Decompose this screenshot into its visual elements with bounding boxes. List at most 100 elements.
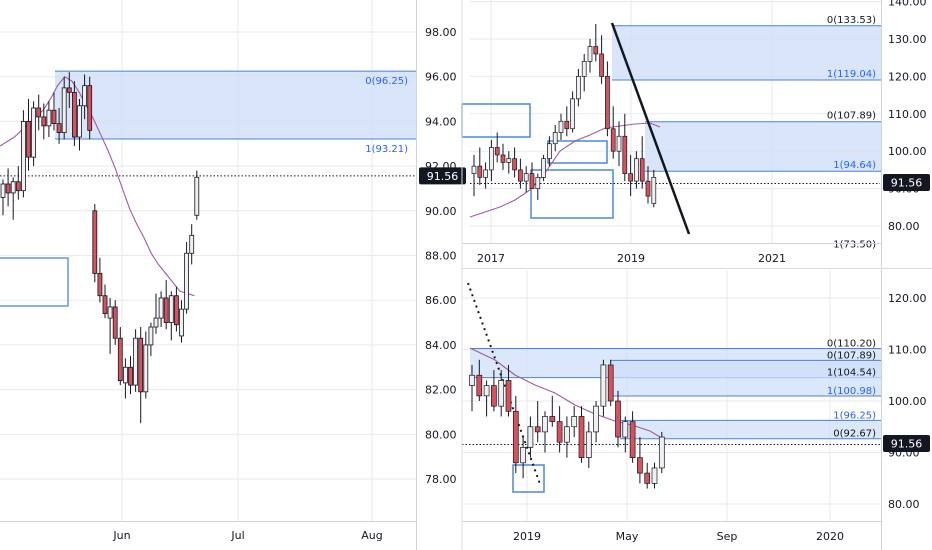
time-tick-label: 2019 (513, 530, 541, 543)
candle-body (600, 364, 607, 407)
price-tick-label: 78.00 (425, 473, 457, 486)
candle-body (547, 143, 552, 160)
candle-body (123, 366, 128, 384)
daily-fib-zone[interactable]: 0(96.25) 1(93.21) (55, 70, 416, 155)
time-tick-label: 2020 (816, 530, 844, 543)
candle-body (483, 385, 490, 397)
candle-body (505, 380, 512, 412)
weekly-chart-panel[interactable]: 0(133.53) 1(119.04) 0(107.89) 1(94.64) 1(73.… (461, 0, 930, 268)
fib-zone-rectangle[interactable] (55, 71, 416, 140)
candle-body (15, 181, 21, 192)
candle-body (184, 252, 190, 310)
fib-level-label: 0(133.53) (827, 15, 876, 26)
fib-level-label: 1(96.25) (833, 410, 876, 421)
candle-body (77, 105, 82, 138)
price-tick-label: 82.00 (425, 384, 457, 397)
moving-average-line (469, 122, 661, 218)
candle-body (535, 177, 541, 189)
candle-body (72, 91, 77, 138)
candle-body (634, 158, 639, 182)
candle-body (585, 431, 592, 458)
weekly-last-price-label: 91.56 (883, 174, 930, 191)
weekly-zoom-time-axis[interactable]: 2019 May Sep 2020 (513, 530, 844, 543)
price-tick-label: 80.00 (888, 220, 920, 233)
trend-line[interactable] (610, 22, 691, 235)
weekly-fib-zones[interactable]: 0(133.53) 1(119.04) 0(107.89) 1(94.64) 1(73.… (612, 15, 881, 251)
candle-body (471, 165, 477, 174)
price-tick-label: 90.00 (425, 205, 457, 218)
candle-body (607, 364, 614, 402)
candle-body (593, 46, 599, 55)
candle-body (194, 176, 200, 216)
price-tick-label: 140.00 (888, 0, 927, 9)
time-tick-label: Jul (230, 529, 244, 542)
weekly-zoom-box-annotation[interactable] (512, 464, 545, 493)
candle-body (173, 295, 179, 326)
candle-body (56, 123, 62, 133)
candle-body (629, 421, 636, 459)
candle-body (644, 472, 651, 484)
fib-zone-rectangle[interactable] (620, 420, 881, 439)
daily-time-axis[interactable]: Jun Jul Aug (112, 529, 382, 542)
candle-body (494, 147, 500, 156)
candle-body (523, 173, 529, 182)
price-tick-label: 110.00 (888, 108, 927, 121)
candle-body (506, 158, 512, 163)
candle-body (570, 98, 575, 130)
candle-body (51, 109, 57, 125)
candle-body (564, 426, 570, 443)
fib-zone-rectangle[interactable] (610, 360, 881, 396)
candle-body (66, 87, 72, 93)
daily-chart-panel[interactable]: 0(96.25) 1(93.21) 78.00 80.00 82.00 84.00 86… (0, 0, 466, 550)
weekly-time-axis[interactable]: 2017 2019 2021 (477, 252, 786, 265)
price-tick-label: 120.00 (888, 292, 927, 305)
candle-body (10, 181, 16, 194)
time-tick-label: May (616, 530, 639, 543)
price-tick-label: 80.00 (425, 428, 457, 441)
time-tick-label: Aug (361, 529, 382, 542)
daily-box-annotation[interactable] (0, 257, 69, 307)
fib-level-label: 0(92.67) (833, 429, 876, 440)
daily-last-price-label: 91.56 (419, 167, 466, 185)
candle-body (593, 405, 599, 433)
daily-price-axis[interactable]: 78.0080.0082.0084.0086.0088.0090.0092.00… (425, 26, 457, 486)
fib-zone-rectangle[interactable] (645, 121, 881, 172)
candle-body (556, 421, 563, 443)
fib-zone-rectangle[interactable] (612, 25, 881, 80)
candle-body (41, 116, 47, 127)
candle-body (148, 326, 154, 346)
candle-body (133, 337, 139, 386)
candle-body (542, 416, 548, 433)
candle-body (512, 410, 519, 464)
candle-body (189, 234, 195, 254)
candle-body (36, 107, 42, 118)
candle-body (549, 416, 556, 422)
time-tick-label: 2017 (477, 252, 505, 265)
candle-body (541, 158, 546, 178)
daily-candles (0, 72, 200, 424)
price-tick-label: 80.00 (888, 498, 920, 511)
candle-body (102, 295, 108, 315)
candle-body (498, 380, 505, 407)
fib-level-label: 1(119.04) (827, 69, 876, 80)
weekly-zoom-chart-panel[interactable]: 0(110.20)0(107.89) 1(104.54) 1(100.98) 1(96… (462, 270, 930, 550)
candle-body (615, 400, 621, 438)
candle-body (576, 76, 581, 100)
weekly-box-annotation[interactable] (530, 169, 614, 219)
price-label-box (883, 174, 930, 191)
candle-body (143, 344, 149, 393)
candle-body (581, 61, 587, 77)
candle-body (112, 306, 118, 339)
fib-level-label: 1(104.54) (827, 368, 876, 379)
price-label-box (419, 167, 466, 185)
candle-body (153, 317, 159, 328)
price-label-text: 91.56 (427, 170, 459, 183)
time-tick-label: 2019 (617, 252, 645, 265)
candle-body (622, 135, 628, 174)
candle-body (534, 426, 541, 433)
candle-body (651, 177, 657, 204)
candle-body (489, 147, 494, 171)
price-tick-label: 86.00 (425, 294, 457, 307)
